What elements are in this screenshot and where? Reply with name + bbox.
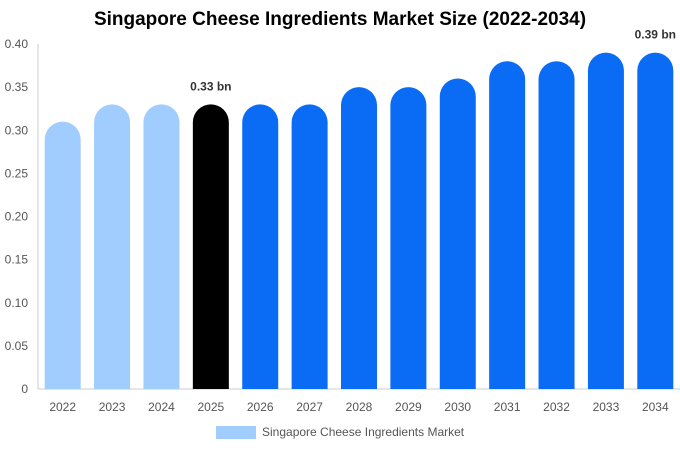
bar-2029 — [390, 87, 427, 389]
y-tick-label: 0.10 — [5, 296, 29, 310]
legend-swatch — [216, 425, 256, 439]
y-tick-label: 0.30 — [5, 123, 29, 137]
y-tick-label: 0.05 — [5, 339, 29, 353]
bar-2024 — [143, 104, 180, 389]
x-tick-label: 2032 — [543, 400, 570, 414]
bar-2032 — [538, 61, 575, 389]
bar-2033 — [587, 52, 624, 389]
legend-label: Singapore Cheese Ingredients Market — [262, 425, 465, 439]
x-tick-label: 2027 — [296, 400, 323, 414]
chart-title: Singapore Cheese Ingredients Market Size… — [93, 9, 587, 30]
x-tick-label: 2034 — [642, 400, 669, 414]
x-tick-label: 2023 — [99, 400, 126, 414]
data-label: 0.33 bn — [190, 79, 231, 93]
bar-2030 — [439, 78, 476, 389]
y-tick-label: 0.15 — [5, 253, 29, 267]
x-tick-label: 2025 — [197, 400, 224, 414]
data-label: 0.39 bn — [635, 28, 676, 42]
bar-2025 — [192, 104, 229, 389]
y-tick-label: 0.35 — [5, 80, 29, 94]
x-tick-label: 2028 — [346, 400, 373, 414]
y-tick-label: 0.20 — [5, 210, 29, 224]
x-tick-label: 2026 — [247, 400, 274, 414]
legend: Singapore Cheese Ingredients Market — [216, 425, 464, 439]
x-tick-label: 2029 — [395, 400, 422, 414]
y-tick-label: 0.25 — [5, 166, 29, 180]
bar-2034 — [637, 52, 674, 389]
bar-2023 — [94, 104, 131, 389]
y-tick-label: 0 — [21, 382, 28, 396]
y-tick-label: 0.40 — [5, 37, 29, 51]
x-tick-label: 2031 — [494, 400, 521, 414]
bar-2028 — [341, 87, 377, 389]
x-tick-label: 2024 — [148, 400, 175, 414]
bar-2022 — [44, 121, 81, 389]
bar-2026 — [242, 104, 279, 389]
x-tick-label: 2033 — [593, 400, 620, 414]
bar-2031 — [489, 61, 526, 390]
x-tick-label: 2022 — [49, 400, 76, 414]
x-tick-label: 2030 — [444, 400, 471, 414]
bar-2027 — [291, 104, 328, 389]
